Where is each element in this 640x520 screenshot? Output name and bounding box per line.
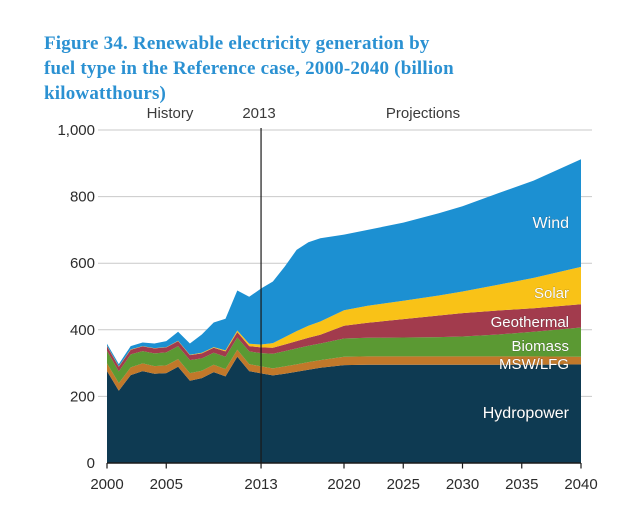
area-label-wind: Wind: [533, 215, 569, 232]
area-msw-lfg: [107, 349, 581, 391]
divider-year-label: 2013: [242, 105, 275, 122]
area-label-geothermal: Geothermal: [491, 314, 569, 331]
area-biomass: [107, 327, 581, 384]
y-axis-tick-labels: 0 200 400 600 800 1,000: [57, 122, 95, 472]
figure-title-line-1: Figure 34. Renewable electricity generat…: [44, 32, 430, 54]
y-tick-label-600: 600: [70, 255, 95, 272]
figure-title: Figure 34. Renewable electricity generat…: [44, 31, 584, 106]
figure-title-line-3: kilowatthours): [44, 82, 167, 104]
projections-label: Projections: [386, 105, 460, 122]
y-tick-label-200: 200: [70, 388, 95, 405]
x-tick-label-2020: 2020: [327, 476, 360, 493]
area-geothermal: [107, 304, 581, 372]
x-tick-label-2005: 2005: [150, 476, 183, 493]
x-tick-label-2030: 2030: [446, 476, 479, 493]
figure-title-line-2: fuel type in the Reference case, 2000-20…: [44, 57, 454, 79]
y-tick-label-0: 0: [87, 455, 95, 472]
area-solar: [107, 266, 581, 367]
history-label: History: [147, 105, 194, 122]
x-tick-label-2035: 2035: [505, 476, 538, 493]
area-hydropower: [107, 356, 581, 463]
area-label-hydropower: Hydropower: [483, 405, 570, 422]
area-label-solar: Solar: [534, 285, 569, 302]
area-label-biomass: Biomass: [511, 338, 569, 355]
x-axis-tick-labels: 2000 2005 2013 2020 2025 2030 2035 2040: [90, 476, 597, 493]
stacked-areas-layer: [107, 159, 581, 463]
y-tick-label-1,000: 1,000: [57, 122, 95, 139]
axis-layer: [106, 128, 582, 469]
y-tick-label-400: 400: [70, 322, 95, 339]
x-tick-label-2000: 2000: [90, 476, 123, 493]
area-label-msw-lfg: MSW/LFG: [499, 356, 569, 373]
y-tick-label-800: 800: [70, 189, 95, 206]
area-wind: [107, 159, 581, 367]
x-tick-label-2013: 2013: [244, 476, 277, 493]
x-tick-label-2040: 2040: [564, 476, 597, 493]
x-tick-label-2025: 2025: [387, 476, 420, 493]
